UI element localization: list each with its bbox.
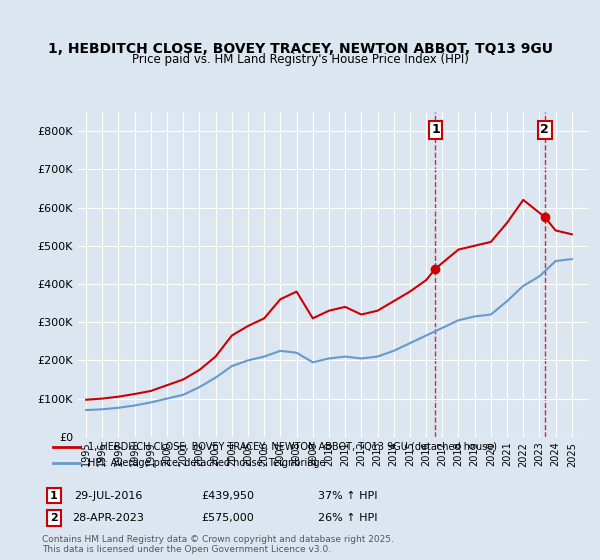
Text: 26% ↑ HPI: 26% ↑ HPI	[318, 513, 378, 523]
Text: 1: 1	[431, 123, 440, 137]
Text: 1, HEBDITCH CLOSE, BOVEY TRACEY, NEWTON ABBOT, TQ13 9GU: 1, HEBDITCH CLOSE, BOVEY TRACEY, NEWTON …	[47, 42, 553, 56]
Text: 1: 1	[50, 491, 58, 501]
Text: Price paid vs. HM Land Registry's House Price Index (HPI): Price paid vs. HM Land Registry's House …	[131, 53, 469, 66]
Text: HPI: Average price, detached house, Teignbridge: HPI: Average price, detached house, Teig…	[88, 459, 325, 468]
Text: 2: 2	[541, 123, 549, 137]
Text: 1, HEBDITCH CLOSE, BOVEY TRACEY, NEWTON ABBOT, TQ13 9GU (detached house): 1, HEBDITCH CLOSE, BOVEY TRACEY, NEWTON …	[88, 442, 497, 451]
Text: £439,950: £439,950	[202, 491, 254, 501]
Text: Contains HM Land Registry data © Crown copyright and database right 2025.
This d: Contains HM Land Registry data © Crown c…	[42, 535, 394, 554]
Text: 29-JUL-2016: 29-JUL-2016	[74, 491, 142, 501]
Text: 28-APR-2023: 28-APR-2023	[72, 513, 144, 523]
Text: £575,000: £575,000	[202, 513, 254, 523]
Text: 2: 2	[50, 513, 58, 523]
Text: 37% ↑ HPI: 37% ↑ HPI	[318, 491, 378, 501]
